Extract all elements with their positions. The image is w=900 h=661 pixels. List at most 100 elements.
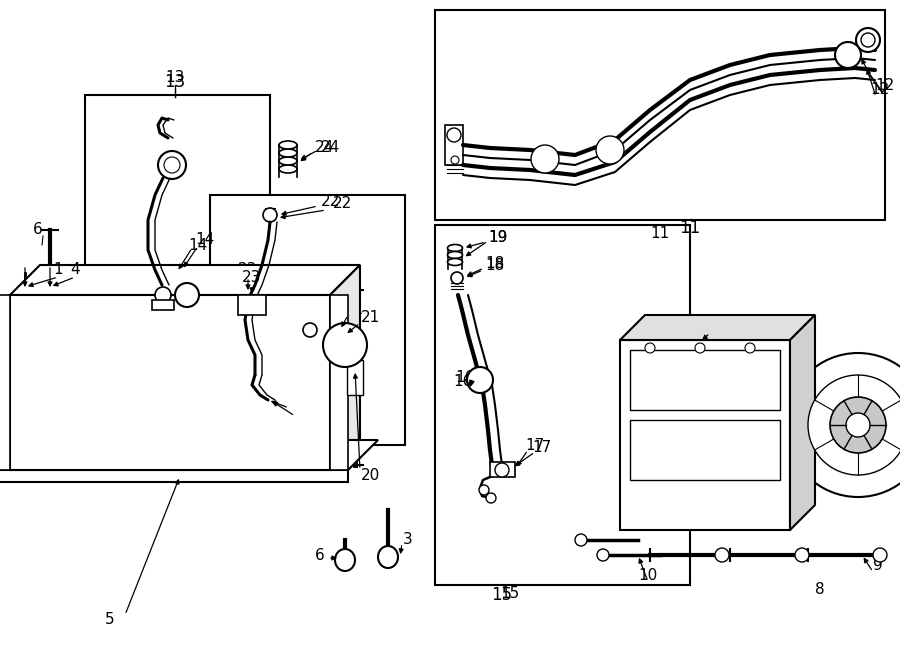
Circle shape [447,128,461,142]
Ellipse shape [279,157,297,165]
Bar [210,195,405,445]
Bar [330,295,348,470]
Text: 22: 22 [332,196,352,212]
Text: 19: 19 [489,231,508,245]
Circle shape [835,42,861,68]
Text: 25: 25 [295,401,315,416]
Text: 25: 25 [301,407,320,422]
Text: 10: 10 [638,568,658,582]
Polygon shape [620,315,815,340]
Bar [0,295,10,470]
Circle shape [531,145,559,173]
Text: 21: 21 [346,303,365,317]
Polygon shape [790,315,815,530]
Text: 17: 17 [526,438,544,453]
Text: 7: 7 [706,317,715,332]
Ellipse shape [335,549,355,571]
Circle shape [856,28,880,52]
Text: 9: 9 [873,557,883,572]
Circle shape [575,534,587,546]
Circle shape [795,548,809,562]
Text: 13: 13 [166,71,184,85]
Bar [445,125,463,165]
Text: 18: 18 [485,256,505,272]
Circle shape [263,208,277,222]
Text: 5: 5 [105,613,115,627]
Circle shape [745,343,755,353]
Text: 14: 14 [195,233,214,247]
Text: 6: 6 [315,547,325,563]
Text: 11: 11 [651,225,670,241]
Bar [85,95,270,330]
Bar [435,10,885,220]
Polygon shape [10,265,360,295]
Polygon shape [10,295,330,470]
Bar [347,360,363,395]
Circle shape [597,549,609,561]
Text: 1: 1 [53,262,63,278]
Circle shape [155,287,171,303]
Circle shape [486,493,496,503]
Circle shape [808,375,900,475]
Bar [630,420,780,480]
Ellipse shape [447,251,463,258]
Circle shape [164,157,180,173]
Circle shape [786,353,900,497]
Bar [490,462,515,477]
Polygon shape [0,440,378,470]
Ellipse shape [447,245,463,251]
Circle shape [467,367,493,393]
Circle shape [830,397,886,453]
Bar [630,350,780,410]
Polygon shape [330,265,360,470]
Text: 15: 15 [491,586,513,604]
Circle shape [479,485,489,495]
Text: 24: 24 [315,141,335,155]
Ellipse shape [378,546,398,568]
Text: 13: 13 [165,73,185,91]
Circle shape [596,136,624,164]
Text: 15: 15 [500,586,519,600]
Text: 23: 23 [238,262,257,278]
Text: 19: 19 [489,229,508,245]
Circle shape [451,156,459,164]
Circle shape [861,33,875,47]
Text: 11: 11 [680,219,700,237]
Text: 20: 20 [360,467,380,483]
Text: 14: 14 [188,237,208,253]
Circle shape [158,151,186,179]
Text: 23: 23 [242,270,262,286]
Ellipse shape [279,149,297,157]
Text: 4: 4 [70,262,80,278]
Bar [238,295,266,315]
Text: 18: 18 [485,258,505,272]
Bar [435,225,690,585]
Circle shape [645,343,655,353]
Text: 22: 22 [320,194,339,210]
Circle shape [451,272,463,284]
Text: 21: 21 [360,311,380,325]
Text: 17: 17 [533,440,552,455]
Text: 2: 2 [14,371,22,385]
Circle shape [846,413,870,437]
Ellipse shape [279,165,297,173]
Circle shape [175,283,199,307]
Text: 16: 16 [455,371,474,385]
Circle shape [715,548,729,562]
Bar [152,300,174,310]
Text: 16: 16 [454,375,473,389]
Text: 8: 8 [815,582,824,598]
Text: 6: 6 [33,223,43,237]
Circle shape [323,323,367,367]
Bar [620,340,790,530]
Circle shape [303,323,317,337]
Text: 12: 12 [876,77,895,93]
Ellipse shape [447,258,463,266]
Circle shape [873,548,887,562]
Ellipse shape [279,141,297,149]
Text: 24: 24 [320,141,339,155]
Text: 12: 12 [870,83,889,98]
Circle shape [695,343,705,353]
Text: 3: 3 [403,533,413,547]
Circle shape [495,463,509,477]
